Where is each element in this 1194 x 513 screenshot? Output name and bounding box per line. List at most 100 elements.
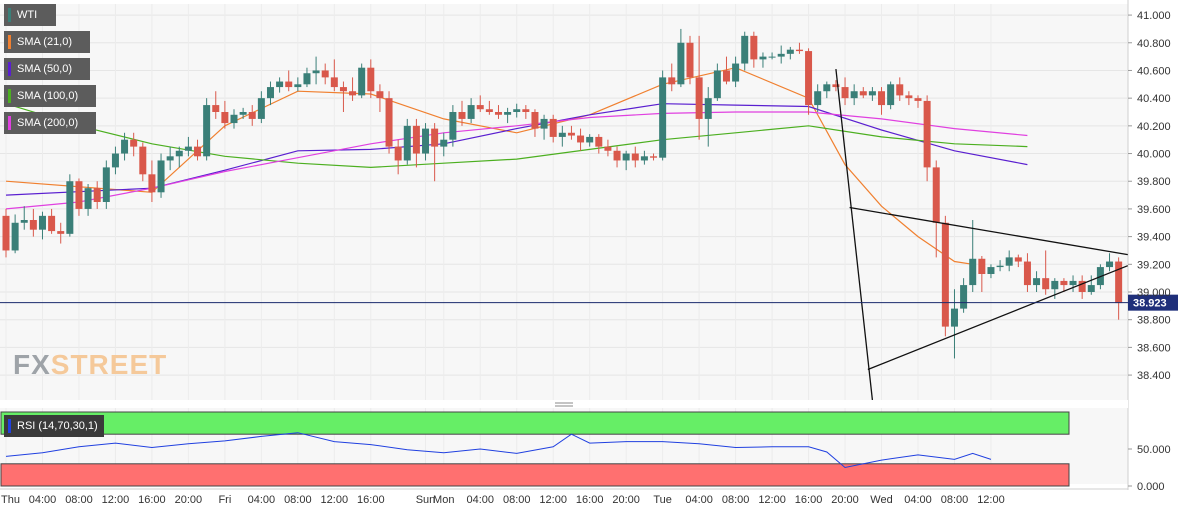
x-tick-label: 12:00 bbox=[539, 494, 567, 506]
x-tick-label: 04:00 bbox=[248, 494, 276, 506]
candle bbox=[476, 95, 484, 112]
candle-body bbox=[321, 70, 329, 78]
y-tick-label: 39.800 bbox=[1137, 176, 1171, 188]
candle bbox=[640, 150, 648, 165]
candle-body bbox=[11, 222, 19, 251]
candle-body bbox=[531, 112, 539, 129]
candle-body bbox=[367, 67, 375, 92]
candle-body bbox=[650, 156, 658, 158]
legend-item[interactable]: SMA (50,0) bbox=[4, 58, 90, 80]
candle bbox=[139, 142, 147, 182]
x-tick-label: Tue bbox=[653, 494, 672, 506]
rsi-overbought-zone bbox=[0, 411, 1070, 435]
candle bbox=[732, 56, 740, 88]
candle-body bbox=[713, 70, 721, 99]
candle-body bbox=[722, 70, 730, 82]
candle bbox=[1078, 275, 1086, 299]
candle-body bbox=[266, 87, 274, 99]
candle bbox=[887, 81, 895, 110]
x-tick-label: 20:00 bbox=[612, 494, 640, 506]
candle bbox=[266, 81, 274, 106]
candle bbox=[57, 222, 65, 244]
candle-body bbox=[194, 146, 202, 157]
candle bbox=[175, 146, 183, 168]
candle bbox=[20, 206, 28, 230]
candle bbox=[431, 123, 439, 182]
candle bbox=[1060, 278, 1068, 292]
candle bbox=[184, 136, 192, 157]
candle-body bbox=[567, 132, 575, 136]
legend-item[interactable]: SMA (100,0) bbox=[4, 85, 96, 107]
candle bbox=[668, 63, 676, 92]
legend-item[interactable]: SMA (21,0) bbox=[4, 31, 90, 53]
candle bbox=[1069, 275, 1077, 292]
candle-body bbox=[896, 84, 904, 96]
candle-body bbox=[1106, 261, 1114, 268]
candle-body bbox=[768, 56, 776, 58]
candle-body bbox=[29, 220, 37, 230]
rsi-tick-label: 0.000 bbox=[1137, 481, 1165, 493]
candle-body bbox=[987, 267, 995, 274]
candle-body bbox=[686, 42, 694, 78]
candle-body bbox=[412, 125, 420, 154]
candle-body bbox=[741, 35, 749, 64]
candle bbox=[367, 59, 375, 99]
candle bbox=[504, 107, 512, 124]
candle-body bbox=[513, 109, 521, 112]
candle-body bbox=[960, 285, 968, 309]
candle-body bbox=[878, 91, 886, 106]
rsi-line bbox=[5, 432, 992, 469]
pane-splitter[interactable] bbox=[0, 400, 1128, 408]
candle bbox=[485, 100, 493, 115]
candle bbox=[878, 87, 886, 115]
candle bbox=[303, 67, 311, 88]
candle bbox=[914, 95, 922, 108]
y-tick-label: 39.400 bbox=[1137, 232, 1171, 244]
candle bbox=[349, 77, 357, 101]
candle-body bbox=[157, 160, 165, 193]
y-tick-label: 38.800 bbox=[1137, 315, 1171, 327]
y-tick-label: 40.000 bbox=[1137, 149, 1171, 161]
candle bbox=[48, 208, 56, 234]
candle bbox=[960, 278, 968, 313]
rsi-legend[interactable]: RSI (14,70,30,1) bbox=[4, 415, 104, 437]
main-plot-area bbox=[0, 4, 1128, 400]
candle bbox=[896, 77, 904, 101]
candle bbox=[93, 181, 101, 209]
x-tick-label: 20:00 bbox=[175, 494, 203, 506]
candle bbox=[558, 125, 566, 147]
candle-body bbox=[349, 91, 357, 96]
candle bbox=[449, 105, 457, 147]
candle bbox=[394, 139, 402, 175]
candle bbox=[932, 160, 940, 258]
candle-body bbox=[166, 156, 174, 161]
candle bbox=[1023, 253, 1031, 292]
candle-body bbox=[358, 67, 366, 96]
legend-item[interactable]: SMA (200,0) bbox=[4, 112, 96, 134]
candle-body bbox=[950, 308, 958, 327]
rsi-pane: 50.000 0.000 bbox=[0, 411, 1171, 493]
candle-body bbox=[549, 118, 557, 137]
candle bbox=[11, 214, 19, 254]
candle bbox=[148, 160, 156, 202]
last-price-value: 38.923 bbox=[1133, 298, 1167, 310]
candle bbox=[1005, 250, 1013, 272]
candle bbox=[1106, 253, 1114, 272]
candle-body bbox=[1087, 285, 1095, 292]
legend-item[interactable]: WTI bbox=[4, 4, 56, 26]
candle-body bbox=[458, 112, 466, 119]
candle bbox=[540, 114, 548, 140]
candle bbox=[978, 256, 986, 292]
candle bbox=[294, 77, 302, 92]
candle-body bbox=[20, 220, 28, 223]
candle bbox=[622, 150, 630, 171]
candle bbox=[814, 84, 822, 112]
x-tick-label: 12:00 bbox=[102, 494, 130, 506]
x-tick-label: 16:00 bbox=[357, 494, 385, 506]
candle-body bbox=[485, 109, 493, 112]
trendline-lower bbox=[867, 265, 1129, 371]
x-tick-label: Sun bbox=[416, 494, 436, 506]
legend-swatch bbox=[8, 8, 11, 23]
candle-body bbox=[640, 156, 648, 161]
x-tick-label: 08:00 bbox=[284, 494, 312, 506]
